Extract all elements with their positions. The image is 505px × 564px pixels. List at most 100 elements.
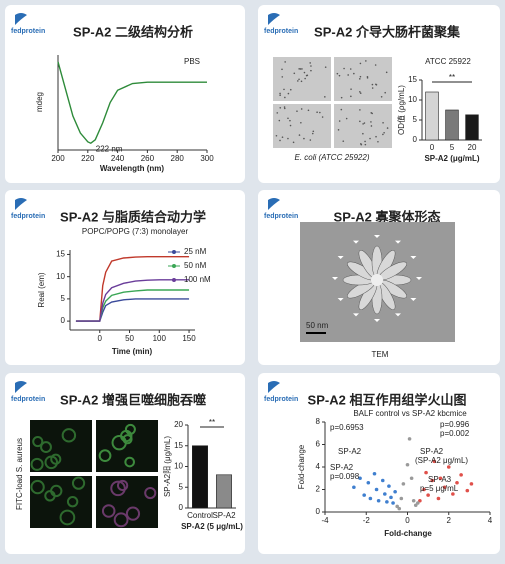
- x-tick-label: Control: [187, 511, 213, 520]
- x-tick-label: 0: [98, 334, 103, 343]
- point: [442, 485, 447, 490]
- cell: [66, 495, 79, 508]
- micrograph-dot: [279, 94, 281, 96]
- y-axis-label: SP-A2阳 (μg/mL): [163, 436, 172, 497]
- micrograph-dot: [287, 92, 290, 95]
- point: [436, 496, 441, 501]
- micrograph-dot: [298, 134, 301, 136]
- micrograph-dot: [279, 106, 282, 109]
- point: [438, 476, 443, 481]
- x-tick-label: -2: [363, 516, 371, 525]
- point: [358, 476, 362, 481]
- cell: [113, 512, 129, 528]
- logo: fedprotein: [264, 28, 298, 35]
- point: [426, 493, 430, 497]
- x-tick-label: 240: [111, 154, 125, 163]
- cell: [122, 434, 133, 445]
- x-tick-label: 50: [125, 334, 134, 343]
- tem-arrow: [416, 277, 422, 280]
- micrograph-dot: [324, 66, 327, 68]
- legend-label: 50 nM: [184, 261, 207, 270]
- point: [424, 470, 428, 475]
- micrograph-dot: [371, 87, 374, 89]
- point: [376, 498, 381, 503]
- legend-marker: [172, 278, 176, 282]
- series-line: [57, 61, 207, 145]
- micrograph-dot: [300, 80, 303, 83]
- cell: [125, 506, 141, 521]
- micrograph-dot: [316, 111, 318, 113]
- legend-label: 25 nM: [184, 247, 207, 256]
- point: [432, 459, 437, 464]
- y-tick-label: 15: [174, 441, 183, 450]
- x-tick-label: 200: [51, 154, 65, 163]
- micrograph: [96, 420, 158, 472]
- y-tick-label: 0: [316, 507, 321, 516]
- significance: **: [209, 418, 215, 427]
- micrograph-dot: [370, 125, 373, 127]
- y-tick-label: 2: [316, 485, 321, 494]
- tem-arrow: [395, 313, 401, 317]
- point: [397, 506, 402, 511]
- bar: [445, 109, 459, 141]
- point: [401, 482, 406, 486]
- annotation: SP-A2: [420, 447, 444, 456]
- micrograph-dot: [369, 137, 371, 140]
- y-tick-label: 15: [408, 75, 417, 84]
- micrograph-dot: [375, 135, 377, 138]
- x-tick-label: 280: [171, 154, 185, 163]
- micrograph-dot: [301, 68, 303, 70]
- y-axis-label: OD值 (ρg/mL): [396, 85, 406, 135]
- point: [416, 501, 420, 505]
- point: [411, 498, 416, 503]
- micrograph-dot: [343, 67, 345, 70]
- micrograph-dot: [360, 143, 363, 146]
- micrograph-dot: [337, 129, 340, 131]
- point: [389, 495, 393, 500]
- micrograph-dot: [340, 108, 343, 111]
- panel-title: SP-A2 介导大肠杆菌聚集: [314, 24, 461, 39]
- point: [368, 496, 373, 501]
- cell: [124, 456, 135, 468]
- tem-arrow: [332, 277, 338, 280]
- card: [5, 190, 245, 365]
- micrograph-dot: [324, 96, 326, 98]
- cell: [30, 479, 45, 495]
- panel-title: SP-A2 增强巨噬细胞吞噬: [60, 392, 206, 407]
- micrograph-dot: [359, 91, 361, 93]
- card: [258, 373, 500, 554]
- micrograph-dot: [278, 119, 281, 122]
- point: [446, 465, 451, 469]
- micrograph-dot: [307, 109, 310, 112]
- y-tick-label: 5: [61, 294, 66, 303]
- micrograph-dot: [279, 139, 281, 142]
- micrograph-dot: [298, 68, 300, 70]
- panel-title: SP-A2 相互作用组学火山图: [308, 392, 467, 407]
- micrograph-dot: [299, 68, 302, 70]
- micrograph-dot: [310, 65, 312, 67]
- micrograph-dot: [340, 96, 343, 99]
- micrograph-dot: [275, 134, 278, 137]
- cell: [40, 441, 52, 454]
- cell: [44, 490, 56, 502]
- micrograph-dot: [303, 71, 306, 74]
- micrograph-dot: [338, 74, 341, 77]
- logo: fedprotein: [264, 396, 298, 403]
- series-line: [75, 279, 190, 322]
- point: [455, 480, 459, 485]
- y-tick-label: 5: [413, 115, 418, 124]
- x-axis-label: Fold-change: [384, 529, 432, 538]
- micrograph-dot: [359, 120, 361, 123]
- legend-label: 100 nM: [184, 275, 211, 284]
- micrograph-dot: [281, 136, 284, 138]
- micrograph-dot: [365, 60, 367, 62]
- micrograph-dot: [370, 121, 372, 123]
- x-tick-label: 150: [182, 334, 196, 343]
- side-label: FITC-load S. aureus: [15, 438, 24, 510]
- micrograph-dot: [382, 121, 384, 124]
- point: [465, 488, 470, 493]
- annotation: p=0.002: [440, 429, 470, 438]
- micrograph-dot: [366, 77, 369, 79]
- point: [391, 501, 395, 505]
- x-tick-label: 2: [447, 516, 452, 525]
